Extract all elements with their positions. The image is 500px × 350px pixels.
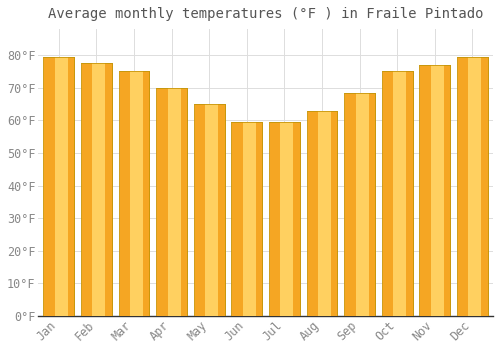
- Bar: [130, 71, 143, 316]
- Bar: [393, 71, 406, 316]
- Bar: [420, 65, 450, 316]
- Bar: [280, 122, 293, 316]
- Bar: [194, 104, 224, 316]
- Bar: [431, 65, 444, 316]
- Bar: [205, 104, 218, 316]
- Bar: [306, 111, 338, 316]
- Bar: [269, 122, 300, 316]
- Bar: [243, 122, 256, 316]
- Bar: [468, 57, 481, 316]
- Bar: [118, 71, 150, 316]
- Bar: [344, 93, 375, 316]
- Bar: [55, 57, 68, 316]
- Bar: [318, 111, 331, 316]
- Bar: [168, 88, 180, 316]
- Bar: [92, 63, 106, 316]
- Bar: [356, 93, 368, 316]
- Bar: [81, 63, 112, 316]
- Bar: [232, 122, 262, 316]
- Bar: [156, 88, 187, 316]
- Title: Average monthly temperatures (°F ) in Fraile Pintado: Average monthly temperatures (°F ) in Fr…: [48, 7, 484, 21]
- Bar: [382, 71, 412, 316]
- Bar: [457, 57, 488, 316]
- Bar: [44, 57, 74, 316]
